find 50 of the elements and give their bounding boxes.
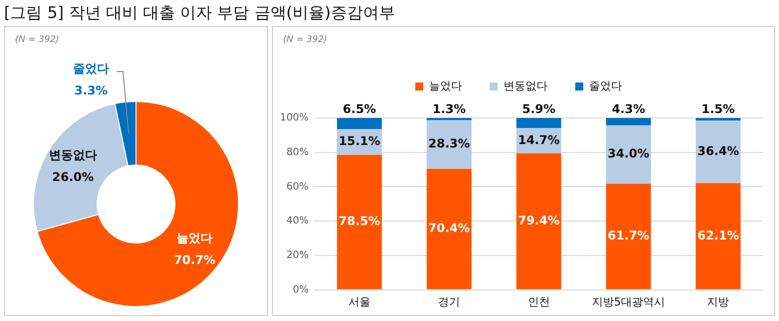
data-label: 28.3% <box>428 136 470 151</box>
data-label: 70.4% <box>428 221 470 236</box>
x-tick-label: 지방5대광역시 <box>592 295 665 308</box>
bar <box>516 153 562 290</box>
data-label: 6.5% <box>342 102 376 116</box>
bar <box>606 125 651 184</box>
y-tick-label: 100% <box>280 112 309 124</box>
data-label: 15.1% <box>338 134 380 148</box>
data-label: 79.4% <box>518 213 560 228</box>
y-tick-label: 40% <box>286 216 309 227</box>
slice-label: 줄었다 <box>73 62 109 76</box>
text: (N = 392) <box>283 35 328 45</box>
slice-label: 변동없다 <box>48 148 97 162</box>
data-label: 70.7% <box>174 252 216 267</box>
bar <box>337 118 382 129</box>
y-tick-label: 0% <box>292 284 309 296</box>
bar <box>337 154 382 290</box>
bar <box>606 184 651 290</box>
data-label: 14.7% <box>518 132 560 147</box>
data-label: 61.7% <box>608 228 650 243</box>
legend-label: 줄었다 <box>588 79 622 92</box>
x-tick-label: 경기 <box>438 295 460 308</box>
x-tick-label: 지방 <box>707 295 730 308</box>
y-tick-label: 80% <box>286 146 309 158</box>
bar <box>696 183 741 290</box>
chart-title: [그림 5] 작년 대비 대출 이자 부담 금액(비율)증감여부 <box>3 2 396 24</box>
legend-label: 변동없다 <box>503 79 548 92</box>
y-tick-label: 60% <box>286 181 309 192</box>
bar <box>516 118 562 128</box>
bar <box>426 120 472 169</box>
data-label: 26.0% <box>52 170 94 184</box>
data-label: 1.5% <box>702 102 735 116</box>
x-tick-label: 서울 <box>348 295 370 308</box>
data-label: 1.3% <box>432 102 466 116</box>
text: (N = 392) <box>15 35 60 45</box>
data-label: 78.5% <box>338 214 380 228</box>
bar <box>606 118 651 126</box>
bar <box>696 118 741 121</box>
data-label: 4.3% <box>612 102 646 116</box>
x-tick-label: 인천 <box>528 295 550 308</box>
bar <box>426 168 472 290</box>
y-tick-label: 20% <box>286 250 309 262</box>
data-label: 5.9% <box>522 102 556 116</box>
slice-label: 늘었다 <box>176 230 213 245</box>
bar <box>696 120 741 184</box>
legend-label: 늘었다 <box>428 79 462 92</box>
data-label: 62.1% <box>697 228 739 242</box>
data-label: 34.0% <box>608 146 650 161</box>
data-label: 3.3% <box>74 84 108 98</box>
data-label: 36.4% <box>697 144 739 158</box>
